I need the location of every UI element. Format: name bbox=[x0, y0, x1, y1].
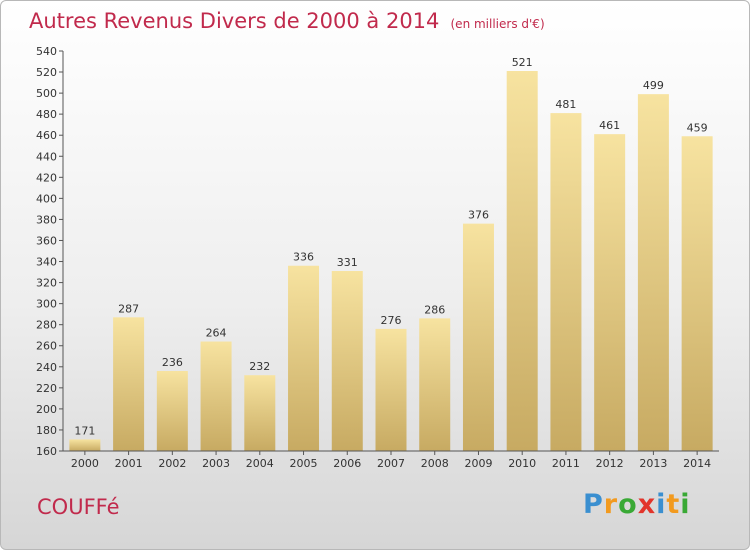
data-label: 276 bbox=[381, 314, 402, 327]
logo-letter: i bbox=[656, 489, 667, 520]
x-tick-label: 2006 bbox=[333, 457, 361, 470]
bar bbox=[69, 439, 101, 451]
logo-letter: i bbox=[680, 489, 691, 520]
commune-name: COUFFé bbox=[37, 495, 120, 519]
y-tick-label: 320 bbox=[36, 277, 57, 290]
title-row: Autres Revenus Divers de 2000 à 2014 (en… bbox=[29, 9, 545, 33]
bar bbox=[506, 71, 538, 451]
y-tick-label: 380 bbox=[36, 213, 57, 226]
y-tick-label: 440 bbox=[36, 150, 57, 163]
data-label: 236 bbox=[162, 356, 183, 369]
data-label: 499 bbox=[643, 79, 664, 92]
data-label: 232 bbox=[249, 360, 270, 373]
logo-letter: o bbox=[618, 489, 638, 520]
x-tick-label: 2011 bbox=[552, 457, 580, 470]
y-tick-label: 480 bbox=[36, 108, 57, 121]
data-label: 286 bbox=[424, 303, 445, 316]
x-tick-label: 2009 bbox=[464, 457, 492, 470]
bar bbox=[594, 134, 626, 451]
bar bbox=[419, 318, 451, 451]
data-label: 287 bbox=[118, 302, 139, 315]
x-tick-label: 2012 bbox=[596, 457, 624, 470]
bar bbox=[288, 265, 320, 451]
data-label: 331 bbox=[337, 256, 358, 269]
bar bbox=[375, 328, 407, 451]
x-tick-label: 2005 bbox=[290, 457, 318, 470]
bar bbox=[156, 371, 188, 451]
x-tick-label: 2002 bbox=[158, 457, 186, 470]
y-tick-label: 200 bbox=[36, 403, 57, 416]
logo-letter: t bbox=[666, 489, 681, 520]
x-tick-label: 2014 bbox=[683, 457, 711, 470]
data-label: 521 bbox=[512, 56, 533, 69]
bar bbox=[200, 341, 232, 451]
data-label: 459 bbox=[687, 121, 708, 134]
proxiti-logo: Proxiti bbox=[583, 489, 691, 520]
y-tick-label: 400 bbox=[36, 192, 57, 205]
bar bbox=[550, 113, 582, 452]
logo-letter: x bbox=[637, 489, 657, 520]
y-tick-label: 300 bbox=[36, 298, 57, 311]
x-tick-label: 2004 bbox=[246, 457, 274, 470]
data-label: 264 bbox=[206, 327, 227, 340]
y-tick-label: 220 bbox=[36, 382, 57, 395]
y-tick-label: 240 bbox=[36, 361, 57, 374]
bar bbox=[244, 375, 276, 451]
data-label: 336 bbox=[293, 251, 314, 264]
bar bbox=[637, 94, 669, 451]
bar bbox=[331, 271, 363, 451]
data-label: 461 bbox=[599, 119, 620, 132]
y-tick-label: 280 bbox=[36, 319, 57, 332]
chart-subtitle: (en milliers d'€) bbox=[450, 17, 545, 31]
y-tick-label: 340 bbox=[36, 256, 57, 269]
y-tick-label: 180 bbox=[36, 424, 57, 437]
y-tick-label: 500 bbox=[36, 87, 57, 100]
data-label: 376 bbox=[468, 209, 489, 222]
y-tick-label: 360 bbox=[36, 234, 57, 247]
bar bbox=[462, 223, 494, 451]
y-tick-label: 540 bbox=[36, 45, 57, 58]
data-label: 171 bbox=[74, 424, 95, 437]
x-tick-label: 2013 bbox=[639, 457, 667, 470]
y-tick-label: 460 bbox=[36, 129, 57, 142]
chart-title: Autres Revenus Divers de 2000 à 2014 bbox=[29, 9, 440, 33]
x-tick-label: 2007 bbox=[377, 457, 405, 470]
x-tick-label: 2003 bbox=[202, 457, 230, 470]
y-tick-label: 160 bbox=[36, 445, 57, 458]
logo-letter: P bbox=[583, 489, 604, 520]
bar bbox=[681, 136, 713, 451]
y-tick-label: 420 bbox=[36, 171, 57, 184]
y-tick-label: 260 bbox=[36, 340, 57, 353]
x-tick-label: 2000 bbox=[71, 457, 99, 470]
data-label: 481 bbox=[555, 98, 576, 111]
bar bbox=[113, 317, 145, 451]
logo-letter: r bbox=[603, 489, 619, 520]
x-tick-label: 2010 bbox=[508, 457, 536, 470]
x-tick-label: 2001 bbox=[115, 457, 143, 470]
y-tick-label: 520 bbox=[36, 66, 57, 79]
x-tick-label: 2008 bbox=[421, 457, 449, 470]
